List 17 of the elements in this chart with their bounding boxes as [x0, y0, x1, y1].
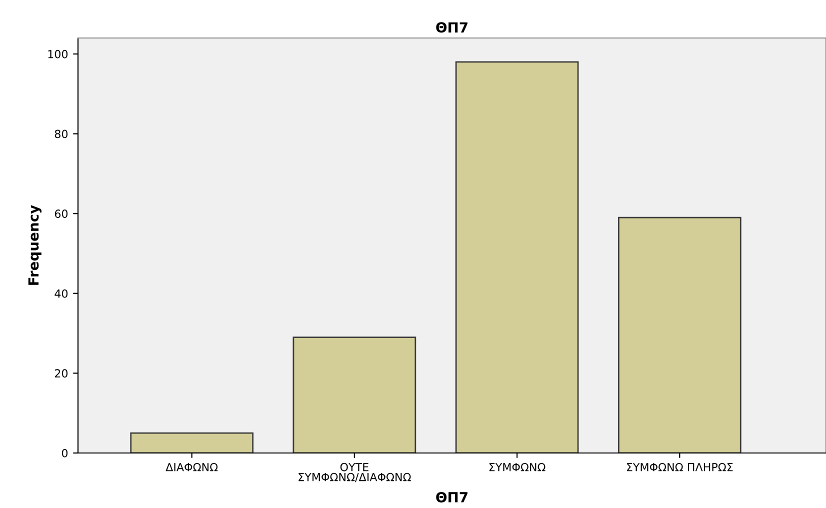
y-tick-label: 100 — [48, 50, 68, 58]
bar — [292, 336, 416, 453]
x-tick-label: ΟΥΤΕ ΣΥΜΦΩΝΩ/ΔΙΑΦΩΝΩ — [298, 462, 411, 482]
x-tick-label: ΔΙΑΦΩΝΩ — [166, 462, 218, 472]
y-axis-title: Frequency — [28, 205, 42, 285]
chart-title: ΘΠ7 — [436, 22, 468, 33]
bar — [618, 216, 742, 453]
y-tick-label: 40 — [54, 289, 68, 298]
bar — [130, 432, 254, 453]
y-tick-label: 0 — [62, 448, 68, 458]
x-tick-label: ΣΥΜΦΩΝΩ — [489, 462, 546, 472]
x-tick-label: ΣΥΜΦΩΝΩ ΠΛΗΡΩΣ — [626, 462, 733, 472]
x-axis-title: ΘΠ7 — [436, 492, 468, 502]
y-tick-label: 20 — [54, 369, 68, 378]
y-tick-label: 60 — [54, 210, 68, 218]
y-tick-label: 80 — [54, 130, 68, 138]
bar — [455, 61, 579, 453]
